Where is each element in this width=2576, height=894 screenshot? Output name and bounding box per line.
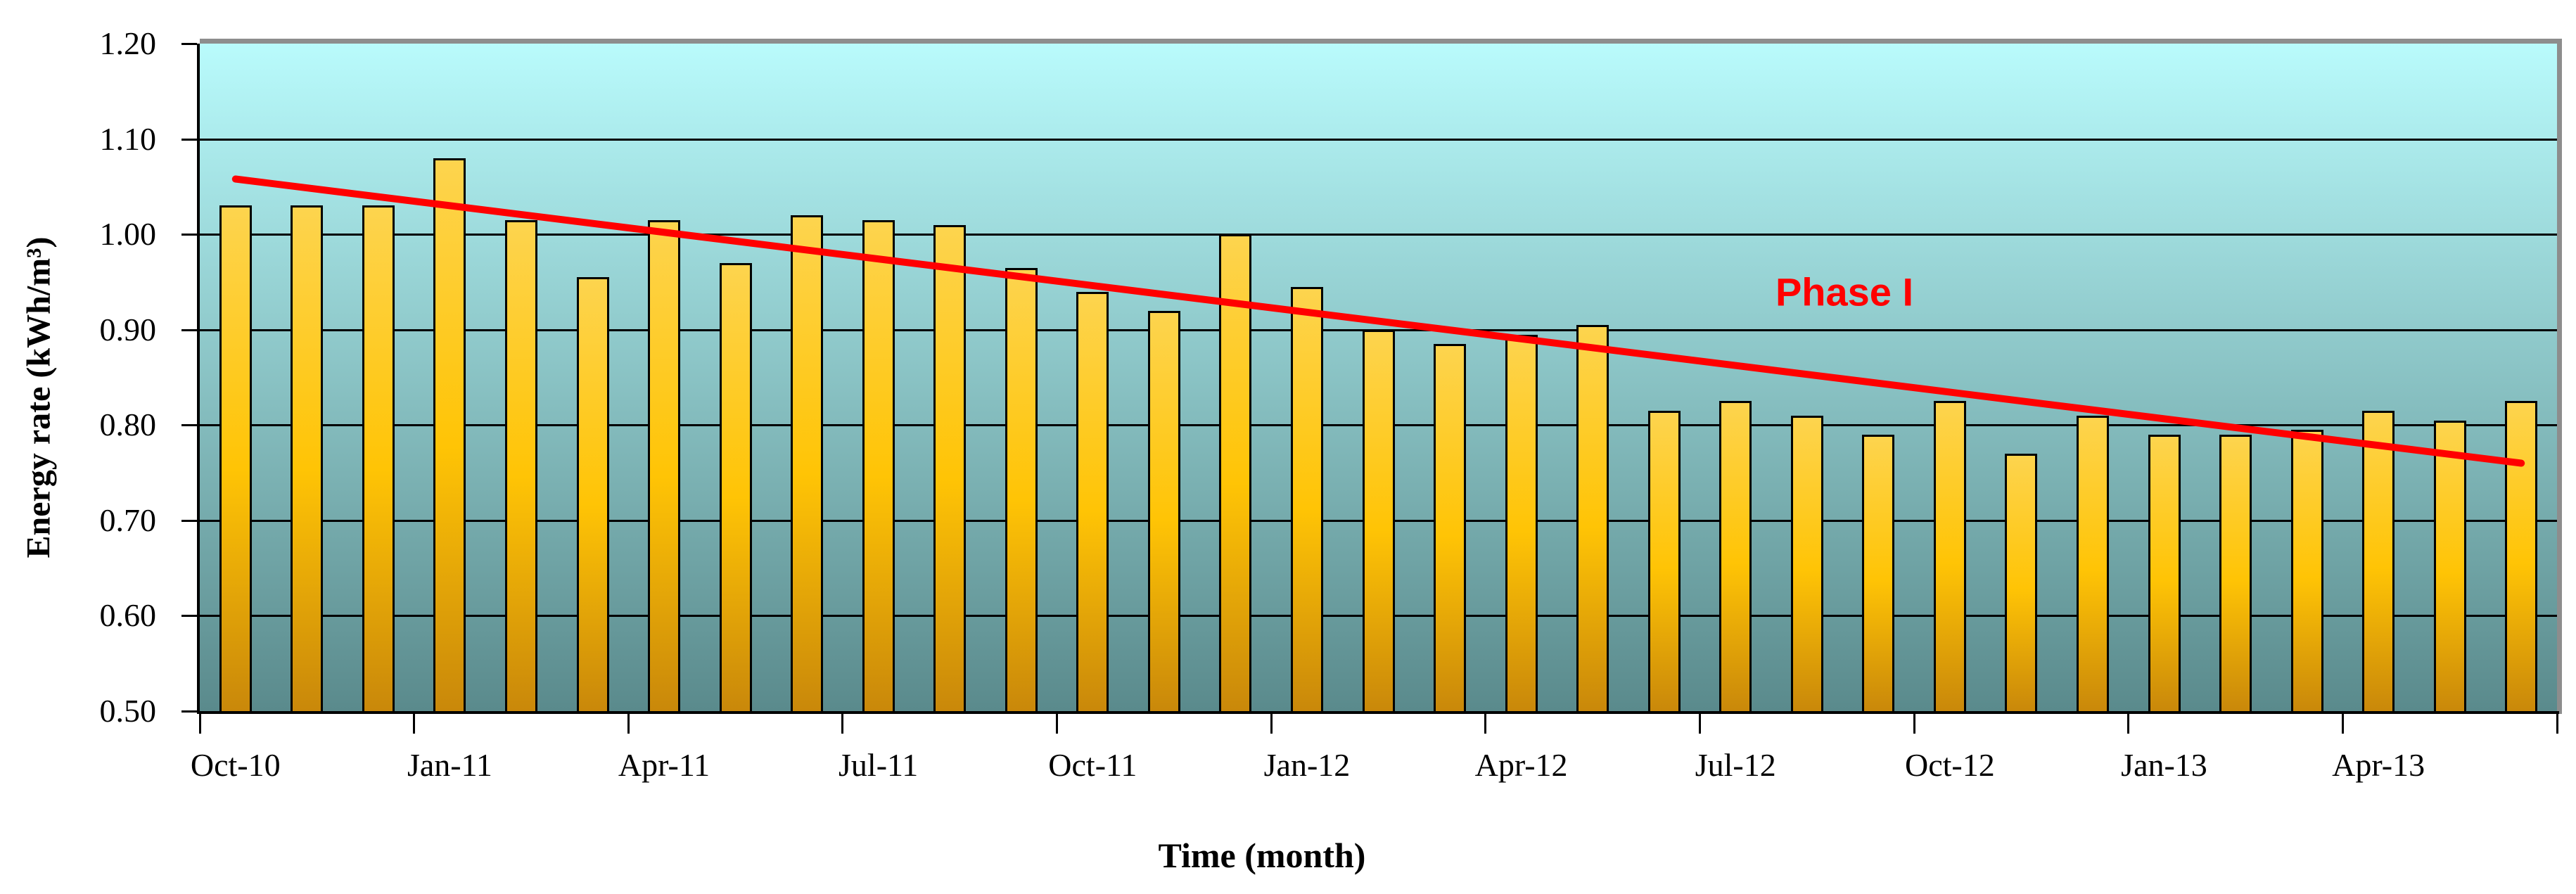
y-tick-label-0.60: 0.60 xyxy=(99,597,157,634)
y-tick-label-1.20: 1.20 xyxy=(99,25,157,61)
x-tick-label-Oct-10: Oct-10 xyxy=(190,747,281,783)
x-tick-7 xyxy=(1698,714,1701,734)
x-tick-label-Apr-12: Apr-12 xyxy=(1474,747,1568,783)
x-tick-5 xyxy=(1270,714,1273,734)
x-tick-label-Jan-13: Jan-13 xyxy=(2121,747,2207,783)
bar-Oct-11 xyxy=(1076,291,1109,711)
y-tick-1.10 xyxy=(181,138,197,141)
plot-border-right xyxy=(2557,39,2562,714)
bar-Nov-11 xyxy=(1147,310,1180,711)
bar-May-11 xyxy=(719,262,752,711)
bar-Apr-11 xyxy=(648,219,681,711)
plot-area xyxy=(200,44,2557,711)
plot-border-top xyxy=(200,39,2562,44)
y-tick-0.50 xyxy=(181,710,197,713)
x-axis-line xyxy=(197,711,2559,714)
bar-Jan-13 xyxy=(2148,434,2181,711)
y-tick-0.90 xyxy=(181,328,197,331)
bar-Aug-11 xyxy=(933,224,967,711)
x-tick-label-Oct-11: Oct-11 xyxy=(1048,747,1137,783)
y-tick-0.60 xyxy=(181,615,197,618)
bar-Sep-12 xyxy=(1862,434,1895,711)
bar-Jun-13 xyxy=(2505,401,2538,711)
y-tick-label-0.90: 0.90 xyxy=(99,311,157,347)
bar-Jan-11 xyxy=(433,158,466,711)
bar-Dec-12 xyxy=(2076,415,2109,711)
phase1-annotation: Phase I xyxy=(1775,269,1914,314)
y-tick-0.70 xyxy=(181,519,197,522)
bar-Feb-12 xyxy=(1362,329,1395,711)
y-tick-1.20 xyxy=(181,43,197,45)
bar-Jul-11 xyxy=(862,219,895,711)
bar-Dec-11 xyxy=(1219,234,1252,711)
bar-May-12 xyxy=(1576,324,1609,711)
x-tick-label-Apr-11: Apr-11 xyxy=(618,747,710,783)
x-tick-0 xyxy=(198,714,201,734)
bar-Nov-12 xyxy=(2005,453,2038,711)
bar-Apr-13 xyxy=(2362,410,2395,711)
bar-May-13 xyxy=(2433,420,2466,711)
x-tick-label-Oct-12: Oct-12 xyxy=(1904,747,1995,783)
bar-Oct-10 xyxy=(219,205,252,711)
bar-Jun-12 xyxy=(1647,410,1681,711)
x-tick-2 xyxy=(627,714,630,734)
y-tick-0.80 xyxy=(181,424,197,427)
gridline-1.10 xyxy=(200,138,2557,141)
y-tick-label-1.00: 1.00 xyxy=(99,216,157,253)
bar-Mar-12 xyxy=(1434,344,1467,711)
bar-Sep-11 xyxy=(1005,267,1038,711)
bar-Apr-12 xyxy=(1505,334,1538,711)
x-axis-title: Time (month) xyxy=(1158,836,1366,875)
bar-Mar-11 xyxy=(576,277,609,711)
y-tick-label-0.80: 0.80 xyxy=(99,407,157,443)
bar-Feb-11 xyxy=(504,219,537,711)
x-tick-11 xyxy=(2556,714,2558,734)
bar-Jul-12 xyxy=(1719,401,1752,711)
x-tick-label-Jul-11: Jul-11 xyxy=(839,747,919,783)
bar-Nov-10 xyxy=(291,205,324,711)
y-tick-label-0.70: 0.70 xyxy=(99,502,157,538)
bar-Mar-13 xyxy=(2290,430,2323,711)
y-tick-label-1.10: 1.10 xyxy=(99,120,157,157)
y-tick-label-0.50: 0.50 xyxy=(99,693,157,729)
x-tick-label-Jan-11: Jan-11 xyxy=(407,747,492,783)
x-tick-4 xyxy=(1056,714,1059,734)
x-tick-label-Jul-12: Jul-12 xyxy=(1695,747,1776,783)
bar-Oct-12 xyxy=(1933,401,1966,711)
x-tick-10 xyxy=(2341,714,2344,734)
x-tick-9 xyxy=(2127,714,2130,734)
x-tick-1 xyxy=(413,714,416,734)
bar-Aug-12 xyxy=(1790,415,1823,711)
bar-Jun-11 xyxy=(791,215,824,711)
x-tick-label-Jan-12: Jan-12 xyxy=(1263,747,1351,783)
x-tick-6 xyxy=(1484,714,1487,734)
bar-Dec-10 xyxy=(362,205,395,711)
bar-Feb-13 xyxy=(2219,434,2252,711)
gridline-1.00 xyxy=(200,234,2557,236)
x-tick-8 xyxy=(1913,714,1915,734)
x-tick-3 xyxy=(841,714,844,734)
y-axis-line xyxy=(197,44,200,714)
bar-Jan-12 xyxy=(1290,286,1323,711)
y-tick-1.00 xyxy=(181,234,197,236)
x-tick-label-Apr-13: Apr-13 xyxy=(2332,747,2425,783)
